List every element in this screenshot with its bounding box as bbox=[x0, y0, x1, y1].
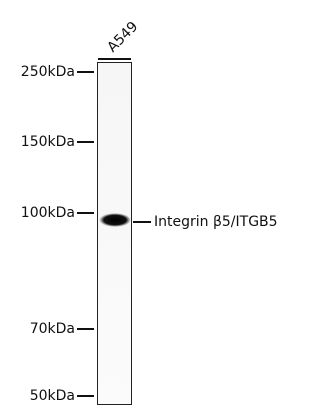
markers: 250kDa 150kDa 100kDa 70kDa 50kDa bbox=[21, 64, 94, 404]
marker-label: 100kDa bbox=[21, 205, 75, 221]
protein-band bbox=[99, 213, 131, 227]
marker-label: 150kDa bbox=[21, 134, 75, 150]
blot-lane bbox=[98, 63, 132, 405]
marker-label: 250kDa bbox=[21, 64, 75, 80]
marker-label: 50kDa bbox=[30, 388, 75, 404]
band-label: Integrin β5/ITGB5 bbox=[154, 214, 278, 230]
western-blot: A549 250kDa 150kDa 100kDa 70kDa 50kDa Integr… bbox=[0, 0, 308, 410]
lane-label: A549 bbox=[104, 19, 141, 56]
marker-label: 70kDa bbox=[30, 321, 75, 337]
